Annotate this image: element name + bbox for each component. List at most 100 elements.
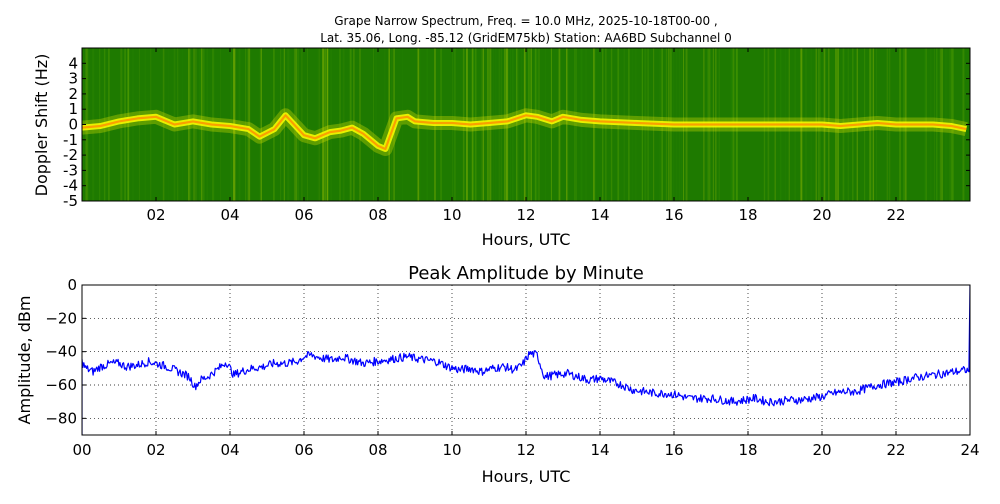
amplitude-x-tick-label: 20 bbox=[812, 441, 831, 459]
spectrogram-streak bbox=[342, 48, 343, 201]
spectrogram-x-label: Hours, UTC bbox=[482, 230, 571, 249]
spectrogram-streak bbox=[353, 48, 355, 201]
spectrogram-y-tick-label: -4 bbox=[63, 177, 78, 195]
spectrogram-streak bbox=[297, 48, 299, 201]
spectrogram-streak bbox=[566, 48, 568, 201]
spectrogram-streak bbox=[322, 48, 324, 201]
amplitude-x-tick-label: 12 bbox=[516, 441, 535, 459]
spectrogram-streak bbox=[580, 48, 583, 201]
spectrogram-x-tick-label: 22 bbox=[886, 206, 905, 224]
spectrogram-streak bbox=[307, 48, 308, 201]
spectrogram-plot-area bbox=[82, 48, 970, 201]
spectrogram-streak bbox=[576, 48, 577, 201]
spectrogram-streak bbox=[506, 48, 508, 201]
amplitude-series-line bbox=[82, 285, 970, 435]
spectrogram-streak bbox=[323, 48, 325, 201]
amplitude-y-tick-label: 0 bbox=[67, 276, 77, 294]
amplitude-x-tick-label: 22 bbox=[886, 441, 905, 459]
spectrogram-streak bbox=[528, 48, 530, 201]
amplitude-x-tick-label: 08 bbox=[368, 441, 387, 459]
spectrogram-streak bbox=[301, 48, 302, 201]
spectrogram-streak bbox=[585, 48, 587, 201]
spectrogram-streak bbox=[339, 48, 341, 201]
spectrum-title-line2: Lat. 35.06, Long. -85.12 (GridEM75kb) St… bbox=[320, 31, 732, 45]
amplitude-x-tick-label: 00 bbox=[72, 441, 91, 459]
spectrogram-streak bbox=[388, 48, 390, 201]
spectrogram-x-tick-label: 02 bbox=[146, 206, 165, 224]
spectrogram-streak bbox=[260, 48, 262, 201]
spectrogram-streak bbox=[516, 48, 518, 201]
amplitude-x-axis: 00 02 04 06 08 10 12 14 16 18 20 22 24 bbox=[72, 431, 980, 459]
amplitude-y-tick-label: −60 bbox=[45, 376, 77, 394]
spectrogram-streak bbox=[558, 48, 561, 201]
spectrogram-y-tick-label: 0 bbox=[68, 116, 78, 134]
spectrogram-streak bbox=[324, 48, 327, 201]
spectrogram-streak bbox=[526, 48, 529, 201]
spectrogram-streak bbox=[594, 48, 596, 201]
spectrogram-streak bbox=[534, 48, 537, 201]
spectrogram-x-tick-label: 08 bbox=[368, 206, 387, 224]
spectrogram-streak bbox=[149, 48, 151, 201]
spectrogram-streak bbox=[506, 48, 509, 201]
spectrogram-x-tick-label: 06 bbox=[294, 206, 313, 224]
spectrogram-streak bbox=[330, 48, 332, 201]
spectrogram-streak bbox=[144, 48, 146, 201]
spectrogram-streak bbox=[162, 48, 165, 201]
spectrogram-streak bbox=[373, 48, 374, 201]
spectrogram-y-tick-label: -3 bbox=[63, 161, 78, 179]
spectrogram-streak bbox=[510, 48, 511, 201]
amplitude-x-tick-label: 24 bbox=[960, 441, 979, 459]
spectrogram-streak bbox=[316, 48, 319, 201]
spectrogram-streak bbox=[536, 48, 539, 201]
spectrogram-x-tick-label: 04 bbox=[220, 206, 239, 224]
spectrogram-y-label: Doppler Shift (Hz) bbox=[32, 54, 51, 197]
amplitude-plot-background bbox=[82, 285, 970, 435]
spectrogram-streak bbox=[283, 48, 285, 201]
amplitude-title: Peak Amplitude by Minute bbox=[408, 263, 644, 284]
spectrogram-streak bbox=[558, 48, 560, 201]
spectrogram-streak bbox=[343, 48, 345, 201]
spectrogram-x-tick-label: 14 bbox=[590, 206, 609, 224]
spectrogram-streak bbox=[259, 48, 261, 201]
amplitude-x-tick-label: 10 bbox=[442, 441, 461, 459]
spectrogram-streak bbox=[120, 48, 123, 201]
spectrogram-streak bbox=[512, 48, 514, 201]
spectrogram-y-tick-label: 1 bbox=[68, 100, 78, 118]
spectrogram-y-tick-label: -5 bbox=[63, 192, 78, 210]
spectrogram-streak bbox=[287, 48, 290, 201]
spectrogram-y-tick-label: -2 bbox=[63, 146, 78, 164]
spectrogram-streak bbox=[512, 48, 514, 201]
spectrogram-streak bbox=[383, 48, 386, 201]
spectrogram-x-tick-label: 12 bbox=[516, 206, 535, 224]
amplitude-x-tick-label: 02 bbox=[146, 441, 165, 459]
amplitude-y-label: Amplitude, dBm bbox=[15, 296, 34, 425]
spectrogram-streak bbox=[150, 48, 152, 201]
spectrogram-streak bbox=[359, 48, 361, 201]
spectrogram-streak bbox=[349, 48, 352, 201]
spectrogram-streak bbox=[538, 48, 540, 201]
amplitude-y-tick-label: −20 bbox=[45, 309, 77, 327]
spectrogram-y-tick-label: 2 bbox=[68, 85, 78, 103]
amplitude-x-tick-label: 16 bbox=[664, 441, 683, 459]
spectrogram-streak bbox=[154, 48, 156, 201]
spectrogram-y-tick-label: 4 bbox=[68, 54, 78, 72]
spectrogram-streak bbox=[318, 48, 320, 201]
spectrogram-streak bbox=[327, 48, 329, 201]
spectrogram-streak bbox=[593, 48, 595, 201]
spectrogram-x-axis: 02 04 06 08 10 12 14 16 18 20 22 bbox=[146, 48, 906, 224]
amplitude-y-tick-label: −80 bbox=[45, 409, 77, 427]
amplitude-y-tick-label: −40 bbox=[45, 343, 77, 361]
spectrogram-streak bbox=[517, 48, 519, 201]
spectrogram-streak bbox=[375, 48, 377, 201]
doppler-trace bbox=[82, 108, 968, 156]
spectrogram-streak bbox=[127, 48, 129, 201]
spectrogram-streak bbox=[124, 48, 126, 201]
spectrogram-streak bbox=[523, 48, 526, 201]
spectrogram-streak bbox=[344, 48, 346, 201]
spectrogram-x-tick-label: 20 bbox=[812, 206, 831, 224]
spectrogram-streak bbox=[574, 48, 576, 201]
spectrogram-y-tick-label: -1 bbox=[63, 131, 78, 149]
